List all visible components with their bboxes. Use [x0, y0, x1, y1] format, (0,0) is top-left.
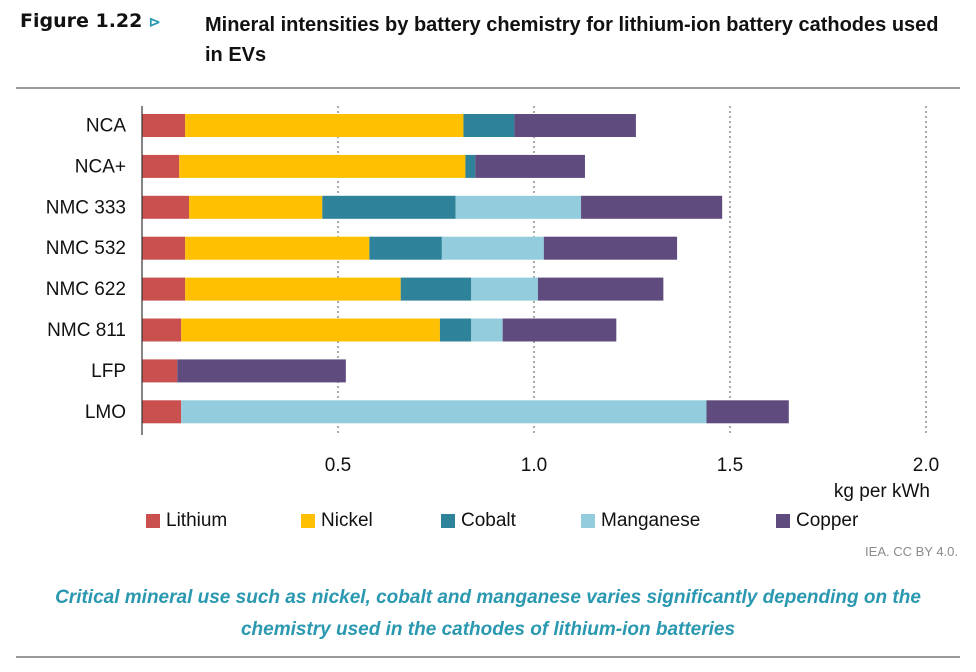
category-label: NCA+ [75, 156, 126, 177]
triangle-arrow-icon: ⊳ [148, 13, 161, 31]
category-label: NMC 532 [46, 238, 126, 259]
bar-nickel-0 [185, 114, 464, 137]
bar-nickel-5 [181, 318, 440, 342]
bar-manganese-4 [471, 277, 538, 301]
bar-cobalt-5 [439, 318, 472, 342]
bar-lithium-1 [142, 154, 180, 178]
legend-item-manganese: Manganese [581, 510, 776, 532]
bar-copper-2 [581, 195, 723, 219]
bar-nickel-1 [179, 154, 466, 178]
category-label: NMC 622 [46, 279, 126, 300]
legend-swatch [776, 514, 790, 528]
bar-cobalt-1 [465, 154, 476, 178]
bar-nickel-3 [185, 236, 370, 260]
bar-lithium-4 [142, 277, 186, 301]
figure-number-text: Figure 1.22 [20, 10, 143, 32]
legend-label: Lithium [166, 510, 228, 531]
bar-copper-5 [502, 318, 617, 342]
bar-manganese-3 [441, 236, 544, 260]
x-tick-label: 1.5 [717, 455, 743, 476]
top-divider [16, 87, 960, 89]
category-label: NMC 811 [47, 320, 126, 341]
legend-label: Cobalt [461, 510, 516, 531]
category-label: NCA [86, 116, 126, 137]
legend-item-lithium: Lithium [146, 510, 301, 532]
bar-copper-6 [177, 359, 346, 383]
figure-number: Figure 1.22 ⊳ [20, 10, 161, 32]
bar-copper-7 [706, 400, 789, 424]
bar-cobalt-2 [322, 195, 456, 219]
bar-copper-1 [475, 154, 585, 178]
legend-item-nickel: Nickel [301, 510, 441, 532]
x-tick-label: 2.0 [913, 455, 939, 476]
category-label: LMO [85, 402, 126, 423]
x-axis-label: kg per kWh [834, 481, 930, 502]
bar-lithium-0 [142, 114, 186, 137]
credit-text: IEA. CC BY 4.0. [865, 544, 958, 559]
bar-cobalt-4 [400, 277, 472, 301]
legend-label: Nickel [321, 510, 373, 531]
category-label: LFP [91, 361, 126, 382]
bar-manganese-7 [181, 400, 707, 424]
bar-copper-0 [514, 114, 636, 137]
bar-lithium-3 [142, 236, 186, 260]
legend-swatch [301, 514, 315, 528]
bar-manganese-5 [471, 318, 503, 342]
chart-legend: Lithium Nickel Cobalt Manganese Copper [146, 509, 896, 533]
bar-copper-3 [543, 236, 678, 260]
x-tick-label: 0.5 [325, 455, 351, 476]
bar-nickel-2 [189, 195, 323, 219]
bar-nickel-4 [185, 277, 401, 301]
legend-item-copper: Copper [776, 510, 896, 532]
category-label: NMC 333 [46, 197, 126, 218]
bar-copper-4 [537, 277, 664, 301]
chart-area: NCA NCA+ NMC 333 NMC 532 NMC 622 NMC 811 LFP LM… [46, 106, 939, 502]
figure-caption: Critical mineral use such as nickel, cob… [55, 587, 921, 640]
bar-manganese-2 [455, 195, 582, 219]
bar-lithium-7 [142, 400, 182, 424]
legend-label: Copper [796, 510, 859, 531]
x-tick-label: 1.0 [521, 455, 547, 476]
bar-lithium-5 [142, 318, 182, 342]
bar-lithium-2 [142, 195, 190, 219]
chart-title: Mineral intensities by battery chemistry… [205, 14, 939, 66]
bar-cobalt-3 [369, 236, 442, 260]
legend-swatch [581, 514, 595, 528]
legend-swatch [146, 514, 160, 528]
bar-lithium-6 [142, 359, 178, 383]
legend-label: Manganese [601, 510, 701, 531]
bar-cobalt-0 [463, 114, 515, 137]
bottom-divider [16, 656, 960, 658]
legend-swatch [441, 514, 455, 528]
legend-item-cobalt: Cobalt [441, 510, 581, 532]
